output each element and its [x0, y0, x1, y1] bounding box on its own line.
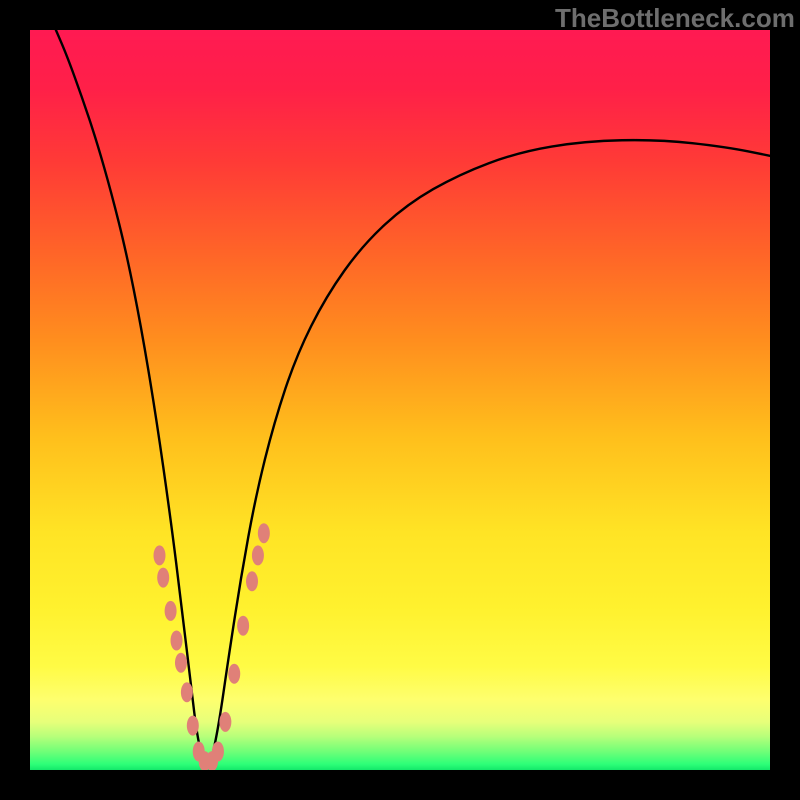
curve-marker	[171, 631, 183, 651]
curve-marker	[181, 682, 193, 702]
curve-marker	[219, 712, 231, 732]
bottleneck-curve	[56, 30, 770, 764]
curve-marker	[258, 523, 270, 543]
curve-marker	[187, 716, 199, 736]
curve-marker	[165, 601, 177, 621]
curve-marker	[154, 545, 166, 565]
curve-marker	[237, 616, 249, 636]
curve-marker	[212, 742, 224, 762]
plot-area	[30, 30, 770, 770]
watermark-text: TheBottleneck.com	[555, 3, 795, 34]
curve-marker	[252, 545, 264, 565]
curve-marker	[228, 664, 240, 684]
curve-marker	[157, 568, 169, 588]
chart-svg	[30, 30, 770, 770]
curve-marker	[246, 571, 258, 591]
curve-marker	[175, 653, 187, 673]
